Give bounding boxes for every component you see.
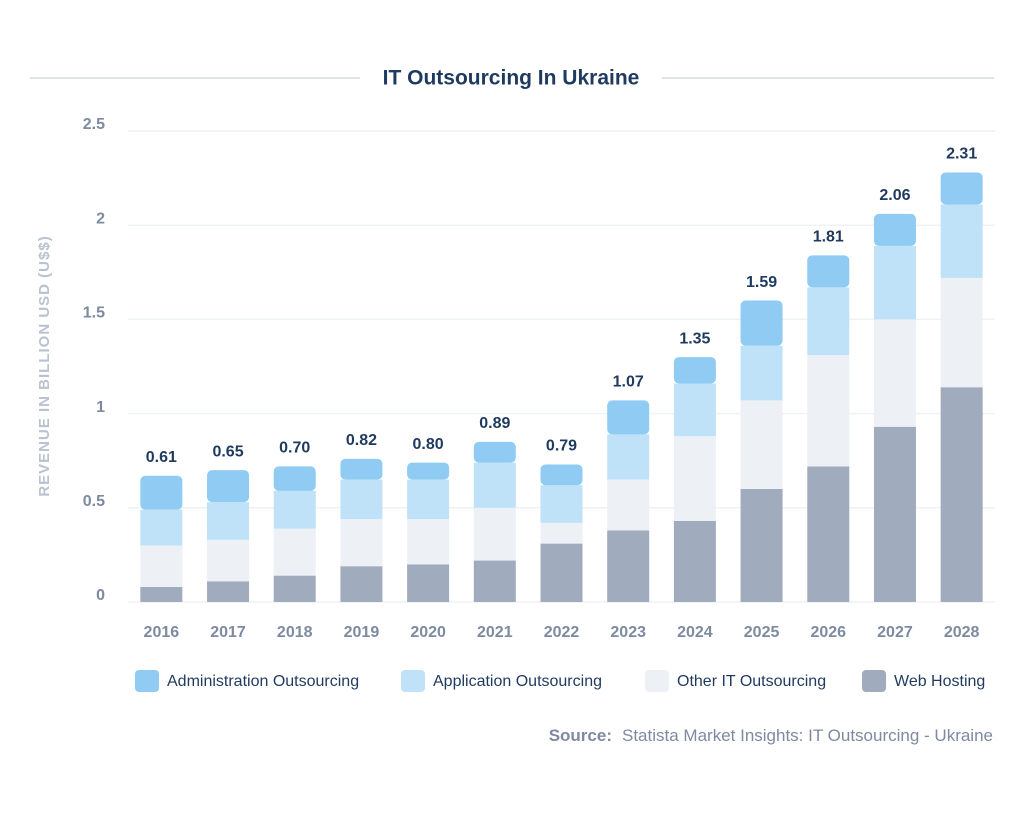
bar-segment	[940, 387, 983, 602]
x-tick-label: 2017	[210, 624, 246, 641]
bar-segment	[540, 522, 583, 544]
bar-segment	[207, 502, 250, 540]
legend-label: Administration Outsourcing	[167, 673, 359, 690]
y-axis-label: REVENUE IN BILLION USD (U$$)	[36, 235, 53, 496]
total-label: 2.31	[946, 146, 977, 163]
bar-segment	[340, 479, 383, 520]
x-tick-label: 2026	[810, 624, 846, 641]
x-tick-label: 2027	[877, 624, 913, 641]
y-tick-label: 1.5	[83, 305, 105, 322]
source-text: Statista Market Insights: IT Outsourcing…	[622, 726, 993, 745]
total-label: 0.89	[479, 415, 510, 432]
total-label: 0.65	[212, 443, 243, 460]
bar-segment	[740, 400, 783, 489]
y-tick-label: 0.5	[83, 493, 105, 510]
y-tick-label: 1	[96, 399, 105, 416]
source: Source: Statista Market Insights: IT Outs…	[549, 726, 993, 745]
bar-segment	[140, 509, 183, 546]
total-label: 0.79	[546, 438, 577, 455]
bar-segment	[807, 355, 850, 467]
bar-segment	[407, 519, 450, 565]
x-tick-label: 2018	[277, 624, 313, 641]
bar-segment	[140, 475, 183, 510]
bar-segment	[473, 462, 516, 508]
x-tick-label: 2021	[477, 624, 513, 641]
bar-segment	[940, 172, 983, 205]
total-label: 0.70	[279, 440, 310, 457]
bar-segment	[740, 300, 783, 346]
legend-swatch	[135, 670, 159, 692]
x-tick-label: 2019	[344, 624, 380, 641]
legend-swatch	[401, 670, 425, 692]
total-label: 0.82	[346, 432, 377, 449]
legend-label: Web Hosting	[894, 673, 985, 690]
bar-segment	[273, 466, 316, 491]
y-tick-label: 2.5	[83, 116, 105, 133]
source-label: Source:	[549, 726, 612, 745]
bar-segment	[140, 545, 183, 587]
bar-segment	[340, 566, 383, 602]
x-tick-label: 2020	[410, 624, 446, 641]
bar-segment	[273, 490, 316, 529]
x-tick-label: 2025	[744, 624, 780, 641]
bar-segment	[207, 581, 250, 602]
y-tick-label: 0	[96, 587, 105, 604]
chart-title: IT Outsourcing In Ukraine	[383, 67, 640, 90]
bar-segment	[607, 479, 650, 531]
bar-segment	[673, 357, 716, 384]
y-tick-label: 2	[96, 210, 105, 227]
bar-segment	[940, 277, 983, 388]
bar-segment	[873, 426, 916, 602]
total-label: 1.81	[813, 229, 844, 246]
bar-segment	[607, 530, 650, 602]
bar-segment	[540, 543, 583, 602]
bar-segment	[673, 520, 716, 602]
legend-label: Application Outsourcing	[433, 673, 602, 690]
x-tick-label: 2024	[677, 624, 713, 641]
bar-segment	[540, 464, 583, 486]
legend-swatch	[862, 670, 886, 692]
bar-segment	[873, 213, 916, 246]
bar-segment	[940, 204, 983, 278]
bar-segment	[607, 434, 650, 480]
x-tick-label: 2016	[144, 624, 180, 641]
bar-segment	[407, 479, 450, 520]
bar-segment	[740, 345, 783, 401]
bar-segment	[407, 462, 450, 480]
bar-segment	[273, 575, 316, 602]
total-label: 2.06	[879, 187, 910, 204]
bar-segment	[873, 319, 916, 427]
bar-segment	[473, 560, 516, 602]
bar-segment	[340, 458, 383, 480]
bar-segment	[473, 441, 516, 463]
x-tick-label: 2028	[944, 624, 980, 641]
bar-segment	[207, 539, 250, 582]
bar-segment	[207, 470, 250, 503]
total-label: 1.59	[746, 274, 777, 291]
bar-segment	[807, 466, 850, 602]
total-label: 1.35	[679, 330, 710, 347]
bar-segment	[340, 519, 383, 567]
bar-segment	[607, 400, 650, 435]
bar-segment	[873, 245, 916, 320]
legend-swatch	[645, 670, 669, 692]
bar-segment	[473, 507, 516, 561]
total-label: 0.61	[146, 449, 177, 466]
x-tick-label: 2023	[610, 624, 646, 641]
bar-segment	[807, 287, 850, 356]
bar-segment	[740, 488, 783, 602]
bar-segment	[807, 255, 850, 288]
bar-segment	[673, 436, 716, 521]
bar-segment	[407, 564, 450, 602]
total-label: 0.80	[413, 436, 444, 453]
bar-segment	[673, 383, 716, 437]
bar-segment	[140, 586, 183, 602]
x-tick-label: 2022	[544, 624, 580, 641]
bar-segment	[540, 485, 583, 523]
legend-label: Other IT Outsourcing	[677, 673, 826, 690]
total-label: 1.07	[613, 374, 644, 391]
bar-segment	[273, 528, 316, 576]
